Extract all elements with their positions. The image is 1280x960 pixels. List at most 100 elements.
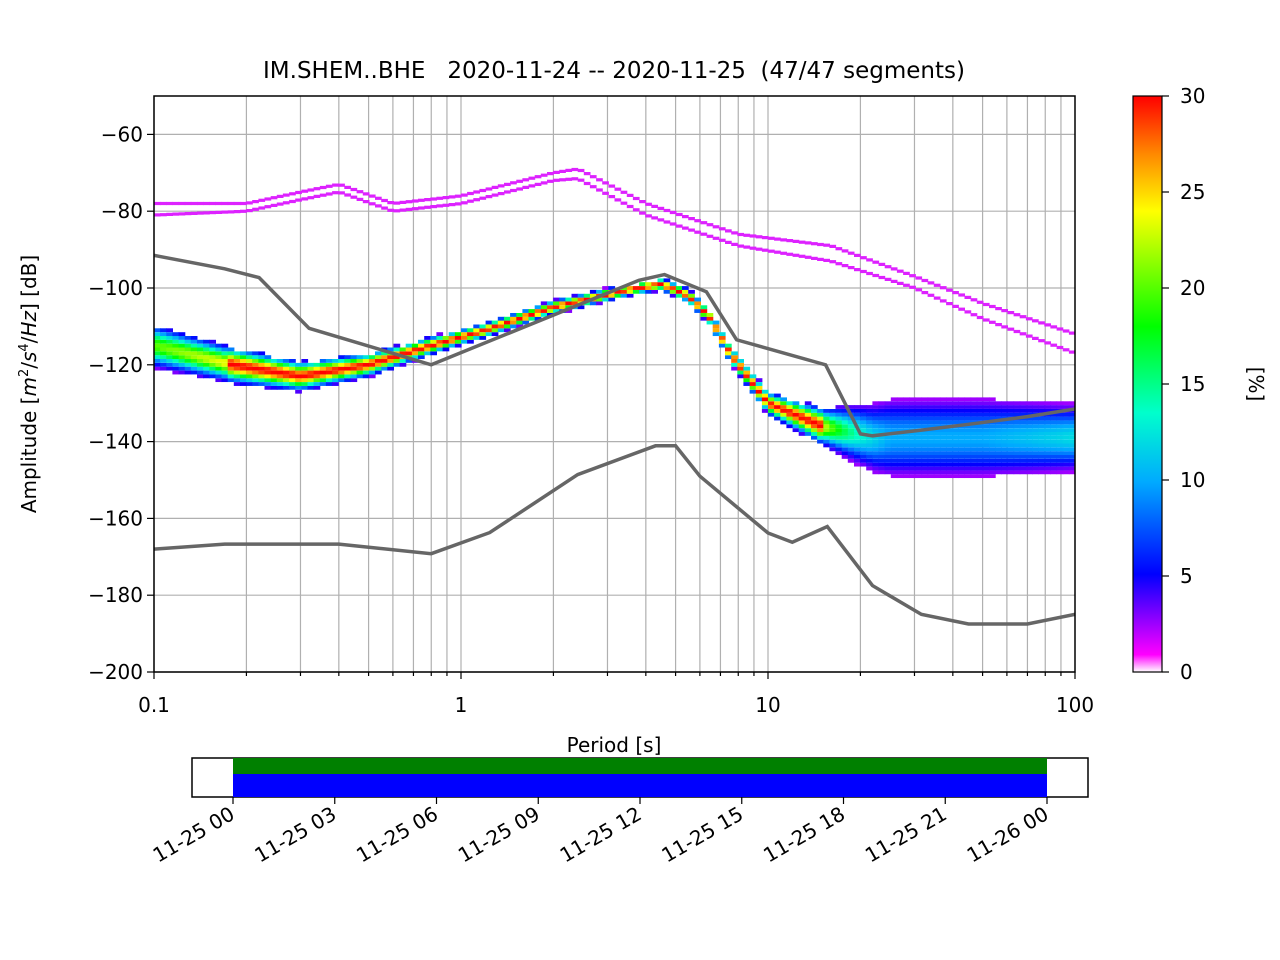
upper-band-cell	[534, 182, 542, 186]
density-cell	[424, 339, 431, 344]
density-cell	[1056, 401, 1064, 406]
density-cell	[903, 409, 910, 413]
density-cell	[927, 401, 935, 406]
density-cell	[295, 382, 302, 386]
density-cell	[903, 416, 910, 421]
density-cell	[172, 339, 180, 344]
density-cell	[240, 359, 247, 363]
upper-band-cell	[749, 234, 757, 238]
density-cell	[1013, 401, 1021, 406]
density-cell	[927, 420, 935, 425]
y-tick-label: −160	[88, 506, 143, 530]
density-cell	[866, 458, 873, 463]
density-cell	[786, 409, 794, 413]
upper-band-cell	[645, 214, 652, 218]
density-cell	[903, 432, 910, 436]
density-cell	[215, 362, 223, 367]
density-cell	[1007, 432, 1015, 436]
density-cell	[872, 451, 880, 456]
density-cell	[884, 420, 892, 425]
density-cell	[1044, 455, 1051, 459]
density-cell	[970, 447, 978, 452]
density-cell	[866, 412, 873, 417]
density-cell	[970, 458, 978, 463]
density-cell	[1038, 420, 1045, 425]
density-cell	[860, 420, 867, 425]
density-cell	[761, 401, 769, 406]
density-cell	[946, 474, 953, 479]
density-cell	[964, 424, 972, 429]
density-cell	[270, 366, 278, 371]
upper-band-cell	[657, 206, 665, 210]
density-cell	[1001, 428, 1008, 433]
density-cell	[264, 362, 272, 367]
density-cell	[909, 451, 916, 456]
density-cell	[1007, 455, 1015, 459]
density-cell	[884, 416, 892, 421]
density-cell	[1025, 405, 1033, 409]
density-cell	[995, 443, 1002, 448]
upper-band-cell	[743, 245, 751, 249]
density-cell	[577, 305, 585, 310]
density-cell	[307, 362, 315, 367]
density-cell	[946, 451, 953, 456]
density-cell	[448, 339, 456, 344]
upper-band-cell	[1056, 327, 1064, 331]
upper-band-cell	[792, 239, 800, 243]
upper-band-cell	[350, 195, 358, 199]
upper-band-cell	[325, 184, 333, 188]
density-cell	[522, 320, 530, 325]
density-cell	[712, 328, 720, 333]
density-cell	[927, 432, 935, 436]
density-cell	[1032, 428, 1039, 433]
density-cell	[325, 359, 333, 363]
density-cell	[939, 462, 947, 467]
density-cell	[921, 443, 929, 448]
density-cell	[338, 355, 345, 360]
upper-band-cell	[313, 187, 321, 191]
density-cell	[411, 351, 419, 356]
density-cell	[307, 366, 315, 371]
density-cell	[350, 378, 358, 383]
colorbar	[1132, 95, 1163, 673]
density-cell	[970, 428, 978, 433]
timeline-ticks: 11-25 00 11-25 03 11-25 06 11-25 09 11-25 12…	[149, 797, 1053, 867]
density-cell	[792, 428, 800, 433]
density-cell	[215, 359, 223, 363]
density-cell	[915, 424, 923, 429]
density-cell	[178, 366, 186, 371]
colorbar-label: [%]	[1244, 367, 1268, 402]
density-cell	[896, 420, 904, 425]
density-cell	[295, 385, 302, 390]
upper-band-cell	[1019, 332, 1027, 336]
density-cell	[817, 424, 824, 429]
density-cell	[835, 409, 843, 413]
density-cell	[154, 359, 161, 363]
upper-band-cell	[970, 298, 978, 302]
density-cell	[896, 435, 904, 440]
density-cell	[958, 420, 965, 425]
density-cell	[688, 301, 695, 306]
upper-band-cell	[896, 269, 904, 273]
density-cell	[706, 320, 714, 325]
density-cell	[252, 382, 259, 386]
density-cell	[197, 347, 204, 352]
density-cell	[252, 366, 259, 371]
density-cell	[258, 382, 266, 386]
density-cell	[860, 439, 867, 444]
upper-band-cell	[473, 198, 480, 202]
density-cell	[976, 412, 984, 417]
density-cell	[1068, 412, 1075, 417]
density-cell	[737, 359, 744, 363]
density-cell	[448, 336, 456, 340]
density-cell	[1001, 447, 1008, 452]
density-cell	[632, 289, 640, 294]
density-cell	[1013, 443, 1021, 448]
density-cell	[172, 366, 180, 371]
density-cell	[467, 339, 474, 344]
upper-band-cell	[553, 178, 560, 182]
density-cell	[743, 382, 751, 386]
density-cell	[172, 332, 180, 337]
upper-band-cell	[319, 185, 327, 190]
density-cell	[896, 447, 904, 452]
